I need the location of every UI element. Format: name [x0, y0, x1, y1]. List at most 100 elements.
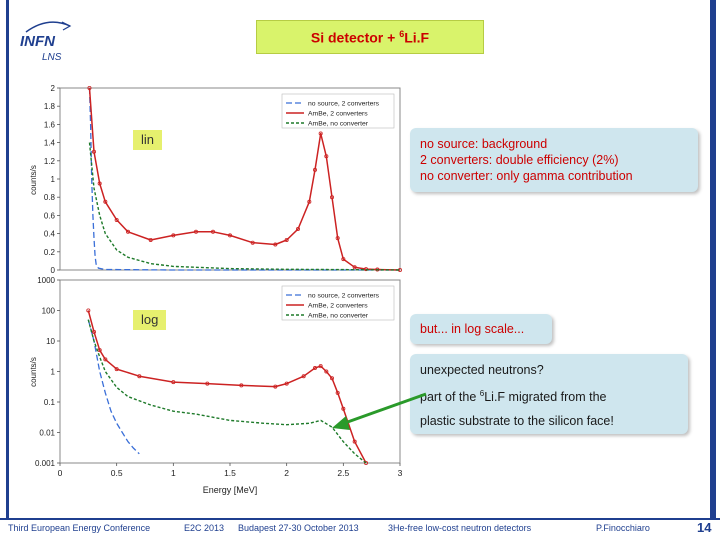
- infn-lns-logo: INFN LNS: [20, 21, 72, 63]
- data-point: [126, 229, 131, 234]
- legend-entry: AmBe, no converter: [308, 121, 369, 128]
- data-point: [375, 267, 380, 272]
- x-tick-label: 1.5: [224, 468, 236, 478]
- data-point: [114, 217, 119, 222]
- data-point: [227, 233, 232, 238]
- x-tick-label: 1: [171, 468, 176, 478]
- data-point: [193, 229, 198, 234]
- y-tick-label: 0.8: [44, 193, 56, 202]
- lin-y-axis-label: counts/s: [30, 165, 38, 195]
- note1-line3: no converter: only gamma contribution: [420, 169, 633, 183]
- y-tick-label: 1000: [37, 276, 55, 285]
- x-tick-label: 3: [398, 468, 403, 478]
- data-point: [329, 376, 334, 381]
- note2-text: but... in log scale...: [420, 322, 525, 336]
- data-point: [324, 369, 329, 374]
- data-point: [335, 236, 340, 241]
- y-tick-label: 0.01: [39, 429, 55, 438]
- slide-frame-left: [6, 0, 9, 520]
- x-tick-label: 2: [284, 468, 289, 478]
- y-tick-label: 1: [51, 368, 56, 377]
- note3-line2: part of the 6Li.F migrated from the: [420, 382, 678, 409]
- data-point: [137, 374, 142, 379]
- y-tick-label: 0.1: [44, 398, 56, 407]
- series-line-0: [87, 319, 140, 455]
- footer-topic: 3He-free low-cost neutron detectors: [388, 523, 532, 533]
- note1-line2: 2 converters: double efficiency (2%): [420, 153, 619, 167]
- data-point: [312, 167, 317, 172]
- data-point: [103, 199, 108, 204]
- y-tick-label: 2: [51, 84, 56, 93]
- arrow-head: [332, 416, 350, 430]
- data-point: [301, 374, 306, 379]
- data-point: [148, 237, 153, 242]
- data-point: [273, 242, 278, 247]
- data-point: [363, 460, 368, 465]
- data-point: [239, 383, 244, 388]
- data-point: [103, 357, 108, 362]
- data-point: [341, 406, 346, 411]
- note3-line1: unexpected neutrons?: [420, 363, 544, 377]
- note-log-scale: but... in log scale...: [410, 314, 552, 344]
- data-point: [352, 265, 357, 270]
- y-tick-label: 0.2: [44, 248, 56, 257]
- note1-line1: no source: background: [420, 137, 548, 151]
- x-tick-label: 0.5: [111, 468, 123, 478]
- page-number: 14: [697, 520, 712, 535]
- series-line-1: [88, 87, 401, 271]
- data-point: [210, 229, 215, 234]
- log-legend: no source, 2 converters AmBe, 2 converter…: [281, 285, 395, 321]
- data-point: [97, 348, 102, 353]
- data-point: [97, 181, 102, 186]
- data-point: [205, 381, 210, 386]
- x-tick-label: 0: [58, 468, 63, 478]
- log-scale-label: log: [133, 310, 167, 330]
- data-point: [87, 86, 92, 91]
- series-line-1: [87, 310, 367, 464]
- data-point: [92, 329, 97, 334]
- green-arrow: [332, 392, 427, 430]
- slide-title-prefix: Si detector +: [310, 29, 400, 46]
- y-tick-label: 0.4: [44, 230, 56, 239]
- legend-entry: AmBe, no converter: [308, 313, 369, 320]
- data-point: [284, 237, 289, 242]
- x-tick-label: 2.5: [337, 468, 349, 478]
- data-point: [284, 381, 289, 386]
- note-unexpected-neutrons: unexpected neutrons? part of the 6Li.F m…: [410, 354, 688, 434]
- log-y-ticks: 0.001 0.01 0.1 1 10 100 1000: [35, 276, 60, 468]
- arrow-shaft: [341, 392, 427, 426]
- lin-scale-label: lin: [133, 130, 163, 150]
- footer-conference: Third European Energy Conference: [8, 523, 151, 533]
- data-point: [171, 380, 176, 385]
- y-tick-label: 1.2: [44, 157, 56, 166]
- note3-line2-suffix: Li.F migrated from the: [484, 390, 607, 405]
- data-point: [318, 131, 323, 136]
- logo-text-infn: INFN: [20, 33, 56, 50]
- y-tick-label: 100: [42, 307, 56, 316]
- data-point: [335, 390, 340, 395]
- y-tick-label: 1.8: [44, 102, 56, 111]
- footer-author: P.Finocchiaro: [596, 523, 650, 533]
- legend-entry: no source, 2 converters: [308, 293, 380, 300]
- y-tick-label: 1: [51, 175, 56, 184]
- data-point: [307, 199, 312, 204]
- log-series: [86, 308, 368, 465]
- data-point: [114, 367, 119, 372]
- y-tick-label: 1.4: [44, 139, 56, 148]
- y-tick-label: 1.6: [44, 120, 56, 129]
- data-point: [86, 308, 91, 313]
- data-point: [171, 233, 176, 238]
- footer-acronym: E2C 2013: [184, 523, 225, 533]
- data-point: [352, 439, 357, 444]
- logo-text-lns: LNS: [42, 52, 62, 63]
- legend-entry: AmBe, 2 converters: [308, 111, 368, 118]
- footer-bar: [0, 518, 720, 542]
- log-plot: 0.001 0.01 0.1 1 10 100 1000 0 0.5 1 1.5 2 2.5 3 cou…: [30, 276, 403, 495]
- slide-title: Si detector + 6Li.F: [311, 29, 429, 46]
- legend-entry: AmBe, 2 converters: [308, 303, 368, 310]
- data-point: [92, 149, 97, 154]
- lin-series: [87, 86, 402, 272]
- spectra-chart: 0 0.2 0.4 0.6 0.8 1 1.2 1.4 1.6 1.8 2 counts/s no …: [30, 84, 403, 495]
- y-tick-label: 10: [46, 337, 55, 346]
